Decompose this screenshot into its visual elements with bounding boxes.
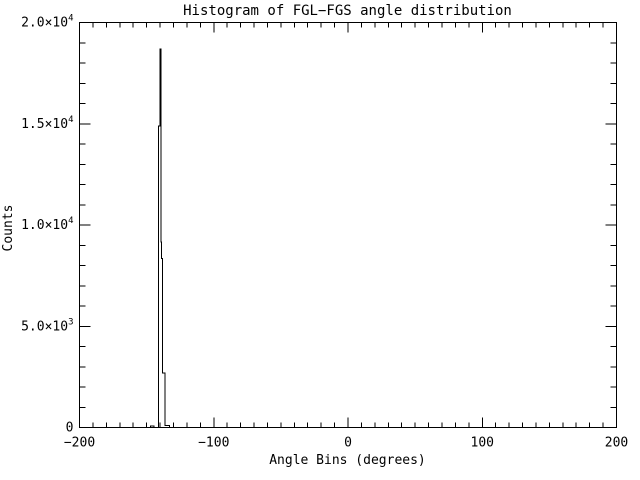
y-tick-label: 2.0×104 (21, 14, 73, 31)
x-tick-label: 100 (471, 436, 494, 451)
y-tick-labels: 0 5.0×103 1.0×104 1.5×104 2.0×104 (21, 14, 73, 436)
y-tick-label: 1.5×104 (21, 115, 73, 132)
plot-title: Histogram of FGL−FGS angle distribution (183, 3, 512, 19)
x-tick-label: 200 (605, 436, 628, 451)
histogram-series (79, 48, 617, 428)
y-tick-label: 1.0×104 (21, 216, 73, 233)
x-tick-label: −100 (198, 436, 229, 451)
x-tick-labels: −200 −100 0 100 200 (64, 436, 628, 451)
y-tick-label: 5.0×103 (21, 317, 73, 334)
y-axis-label: Counts (1, 205, 16, 252)
histogram-step-line (79, 48, 617, 428)
x-tick-label: −200 (64, 436, 95, 451)
x-axis-label: Angle Bins (degrees) (269, 453, 426, 468)
y-tick-label: 0 (66, 421, 74, 436)
x-tick-label: 0 (344, 436, 352, 451)
